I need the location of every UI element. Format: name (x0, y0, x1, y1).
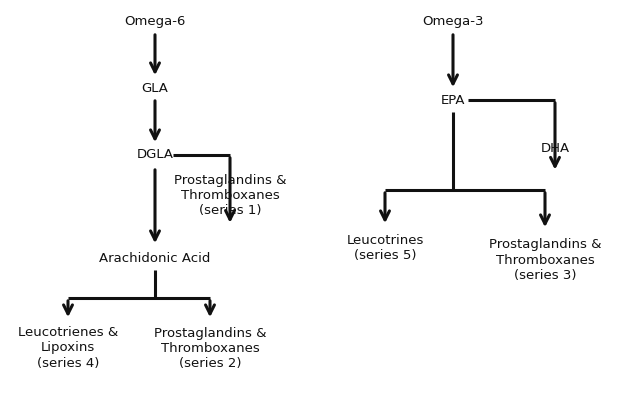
Text: Prostaglandins &
Thromboxanes
(series 1): Prostaglandins & Thromboxanes (series 1) (174, 173, 286, 217)
Text: Prostaglandins &
Thromboxanes
(series 2): Prostaglandins & Thromboxanes (series 2) (153, 326, 266, 370)
Text: Omega-6: Omega-6 (125, 16, 186, 29)
Text: DHA: DHA (540, 142, 570, 155)
Text: Leucotrines
(series 5): Leucotrines (series 5) (347, 234, 424, 262)
Text: Leucotrienes &
Lipoxins
(series 4): Leucotrienes & Lipoxins (series 4) (18, 326, 118, 370)
Text: EPA: EPA (441, 93, 465, 106)
Text: GLA: GLA (142, 82, 169, 95)
Text: Prostaglandins &
Thromboxanes
(series 3): Prostaglandins & Thromboxanes (series 3) (489, 239, 601, 282)
Text: Omega-3: Omega-3 (422, 16, 484, 29)
Text: Arachidonic Acid: Arachidonic Acid (99, 251, 211, 264)
Text: DGLA: DGLA (136, 149, 174, 162)
